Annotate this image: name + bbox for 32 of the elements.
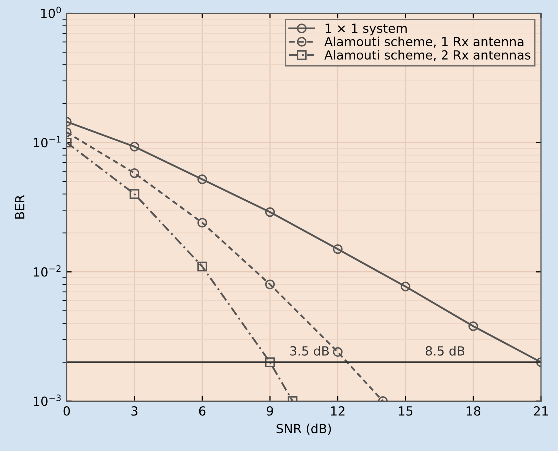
point — [198, 174, 208, 184]
legend-label: 1 × 1 system — [326, 24, 407, 36]
x-tick-label: 3 — [132, 406, 138, 416]
y-axis-title: BER — [15, 195, 25, 219]
legend-label: Alamouti scheme, 1 Rx antenna — [324, 36, 524, 48]
x-tick-label: 18 — [466, 406, 481, 416]
x-tick-label: 0 — [64, 406, 70, 416]
x-axis-title: SNR (dB) — [276, 424, 332, 436]
point — [333, 347, 343, 358]
x-tick-label: 15 — [399, 406, 413, 416]
annotation: 3.5 dB — [290, 346, 330, 356]
x-tick-label: 6 — [199, 406, 206, 416]
point — [130, 142, 140, 152]
point — [400, 282, 411, 292]
legend-label: Alamouti scheme, 2 Rx antennas — [324, 50, 531, 62]
y-tick-label: 10$^{−3}$ — [34, 394, 61, 406]
x-tick-label: 9 — [267, 406, 274, 416]
y-tick-label: 10$^{−1}$ — [34, 136, 61, 148]
point — [468, 322, 478, 332]
y-tick-label: 10$^{−2}$ — [34, 265, 61, 277]
point — [265, 280, 276, 290]
annotation: 8.5 dB — [426, 346, 465, 356]
point — [198, 218, 208, 228]
y-tick-label: 10$^{0}$ — [41, 6, 62, 18]
point — [265, 358, 276, 368]
x-tick-label: 12 — [331, 406, 345, 416]
point — [198, 262, 208, 272]
point — [265, 207, 276, 218]
point — [130, 168, 140, 178]
x-tick-label: 21 — [534, 406, 548, 416]
point — [130, 189, 140, 200]
point — [333, 244, 343, 254]
